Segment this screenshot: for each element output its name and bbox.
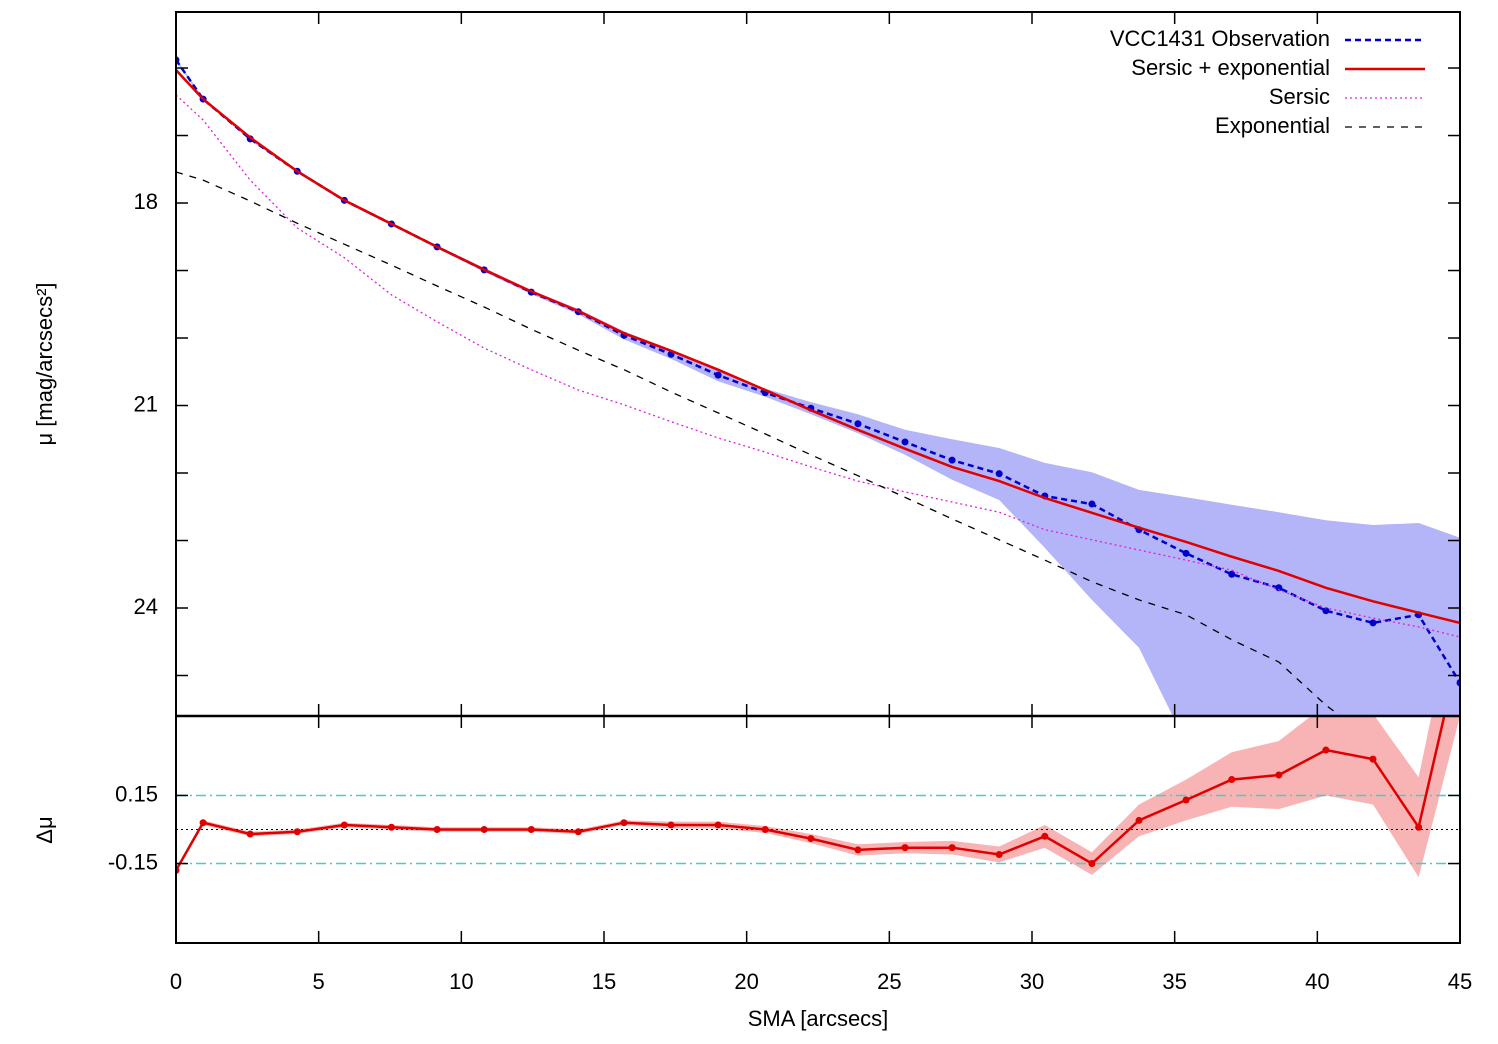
x-tick-label: 20 (734, 969, 758, 994)
data-point (1182, 796, 1190, 804)
data-point (199, 819, 207, 827)
x-tick-label: 0 (170, 969, 182, 994)
data-point (995, 850, 1003, 858)
y-axis-label: Δμ (32, 816, 57, 843)
data-point (293, 828, 301, 836)
data-point (433, 826, 441, 833)
top-plot-area (176, 56, 1460, 716)
data-point (1369, 619, 1377, 627)
data-point (620, 819, 628, 827)
y-tick-label: 0.15 (115, 781, 158, 806)
data-point (1088, 860, 1096, 868)
y-tick-label: 18 (134, 189, 158, 214)
data-point (761, 826, 769, 833)
data-point (1135, 816, 1143, 824)
data-point (1415, 823, 1423, 831)
data-point (387, 823, 395, 831)
x-tick-label: 10 (449, 969, 473, 994)
data-point (527, 826, 535, 833)
data-point (807, 835, 815, 843)
data-point (340, 821, 348, 829)
data-point (714, 371, 722, 379)
data-point (1041, 832, 1049, 840)
data-point (714, 821, 722, 829)
data-point (995, 470, 1003, 478)
data-point (246, 830, 254, 838)
error-band (176, 58, 1460, 716)
data-point (1322, 746, 1330, 754)
x-tick-label: 15 (592, 969, 616, 994)
y-tick-label: 21 (134, 391, 158, 416)
data-point (854, 846, 862, 854)
residual-plot-area (176, 716, 1460, 878)
data-point (480, 826, 488, 833)
data-point (1369, 755, 1377, 763)
data-point (1275, 771, 1283, 779)
legend-label: Sersic + exponential (1131, 55, 1330, 80)
frame (175, 11, 1461, 944)
axes: VCC1431 Observation Sersic + exponential S… (108, 12, 1472, 994)
y-tick-label: -0.15 (108, 849, 158, 874)
x-tick-label: 40 (1305, 969, 1329, 994)
data-point (1228, 570, 1236, 578)
legend-label: VCC1431 Observation (1110, 26, 1330, 51)
x-axis-label: SMA [arcsecs] (748, 1006, 889, 1031)
series-line (176, 94, 1460, 638)
data-point (1088, 500, 1096, 508)
data-point (1182, 549, 1190, 557)
data-point (1275, 584, 1283, 592)
y-tick-label: 24 (134, 594, 158, 619)
data-point (667, 821, 675, 829)
y-axis-label: μ [mag/arcsecs²] (32, 282, 57, 445)
data-point (1322, 607, 1330, 615)
data-point (948, 844, 956, 852)
x-tick-label: 45 (1448, 969, 1472, 994)
error-band (176, 716, 1460, 878)
x-tick-label: 25 (877, 969, 901, 994)
data-point (574, 828, 582, 836)
legend-label: Exponential (1215, 113, 1330, 138)
legend-label: Sersic (1269, 84, 1330, 109)
data-point (948, 456, 956, 464)
data-point (1228, 776, 1236, 784)
series-line (176, 69, 1460, 625)
x-tick-label: 5 (313, 969, 325, 994)
data-point (901, 438, 909, 446)
x-tick-label: 35 (1162, 969, 1186, 994)
data-point (854, 420, 862, 428)
data-point (901, 844, 909, 852)
x-tick-label: 30 (1020, 969, 1044, 994)
